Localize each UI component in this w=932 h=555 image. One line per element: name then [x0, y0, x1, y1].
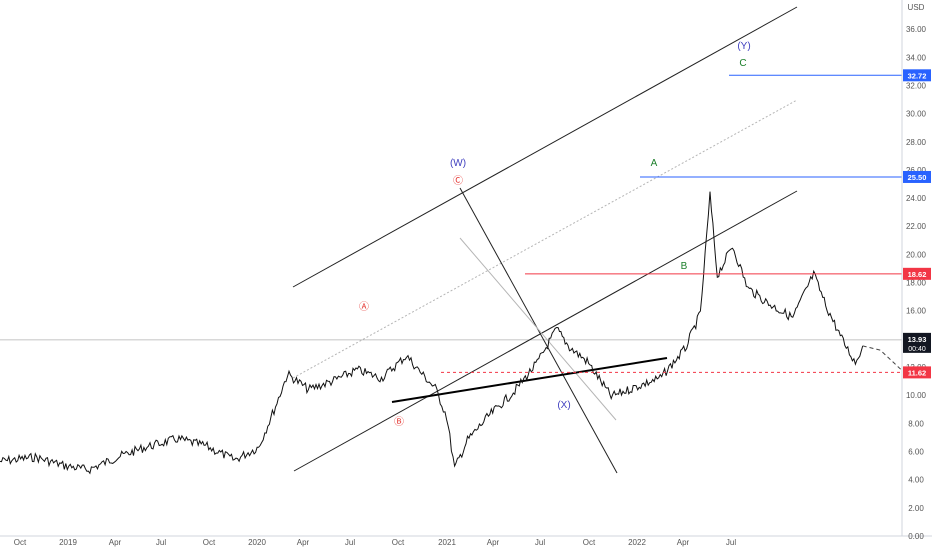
y-tick-label: 2.00 [908, 504, 924, 513]
y-tick-label: 26.00 [906, 166, 927, 175]
y-tick-label: 32.00 [906, 81, 927, 90]
y-tick-label: 6.00 [908, 448, 924, 457]
x-tick-label: 2019 [59, 538, 77, 547]
y-tick-label: 10.00 [906, 391, 927, 400]
y-tick-label: 16.00 [906, 307, 927, 316]
countdown-label: 00:40 [908, 346, 926, 353]
y-tick-label: 20.00 [906, 250, 927, 259]
x-tick-label: Oct [392, 538, 405, 547]
level-tag [903, 170, 931, 183]
y-tick-label: 34.00 [906, 53, 927, 62]
wave-label: Ⓒ [453, 175, 463, 187]
y-tick-label: 0.00 [908, 532, 924, 541]
y-tick-label: 24.00 [906, 194, 927, 203]
x-tick-label: Jul [156, 538, 166, 547]
currency-label: USD [908, 3, 925, 12]
wave-label: B [681, 261, 688, 272]
x-tick-label: Jul [535, 538, 545, 547]
x-tick-label: Jul [345, 538, 355, 547]
last-price-tag [903, 332, 931, 353]
down-channel-mid [459, 237, 617, 421]
x-tick-label: Apr [109, 538, 122, 547]
level-tag [903, 267, 931, 280]
wave-label: (X) [557, 400, 570, 411]
x-tick-label: Oct [14, 538, 27, 547]
level-tag-label: 11.62 [908, 368, 926, 377]
wave-label: Ⓑ [394, 416, 404, 428]
mid-channel-line [292, 99, 798, 379]
level-tag [903, 69, 931, 82]
y-tick-label: 8.00 [908, 419, 924, 428]
down-channel-upper [459, 187, 618, 474]
lower-channel-line [293, 190, 798, 472]
level-tag-label: 18.62 [908, 270, 927, 279]
x-tick-label: Apr [487, 538, 500, 547]
x-tick-label: 2020 [248, 538, 266, 547]
x-tick-label: Jul [726, 538, 736, 547]
wave-label: (W) [450, 158, 466, 169]
x-tick-label: 2022 [628, 538, 646, 547]
wave-label: Ⓐ [359, 301, 369, 313]
y-tick-label: 36.00 [906, 25, 927, 34]
support-trendline [391, 357, 668, 403]
last-price-label: 13.93 [908, 335, 927, 344]
x-tick-label: Oct [203, 538, 216, 547]
x-tick-label: 2021 [438, 538, 456, 547]
level-tag-label: 32.72 [908, 71, 927, 80]
upper-channel-line [292, 6, 798, 288]
y-tick-label: 18.00 [906, 279, 927, 288]
y-tick-label: 28.00 [906, 138, 927, 147]
y-tick-label: 4.00 [908, 476, 924, 485]
wave-label: C [739, 58, 746, 69]
x-tick-label: Apr [297, 538, 310, 547]
x-tick-label: Apr [677, 538, 690, 547]
y-tick-label: 30.00 [906, 110, 927, 119]
level-tag [903, 366, 931, 379]
price-series [0, 191, 864, 475]
wave-label: (Y) [737, 41, 750, 52]
wave-label: A [651, 158, 658, 169]
y-tick-label: 22.00 [906, 222, 927, 231]
x-tick-label: Oct [583, 538, 596, 547]
level-tag-label: 25.50 [908, 173, 927, 182]
